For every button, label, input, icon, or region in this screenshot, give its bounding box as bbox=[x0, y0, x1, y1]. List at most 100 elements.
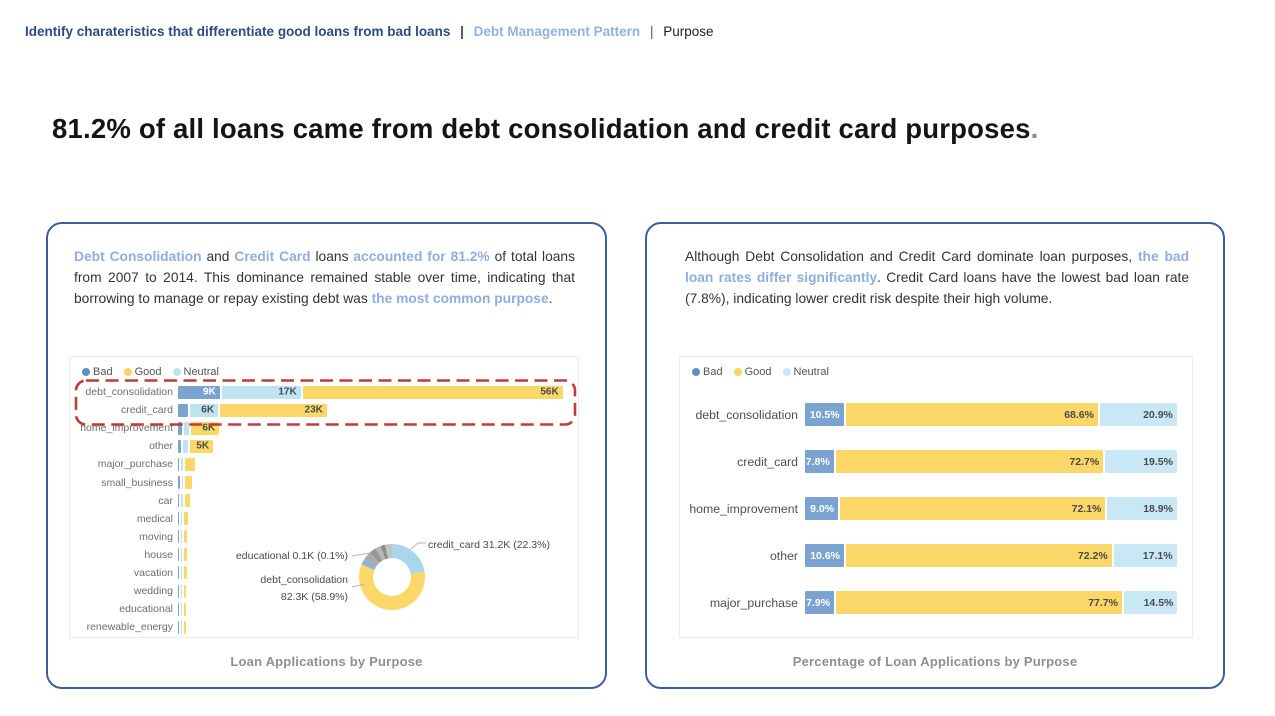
legend-item: Bad bbox=[692, 366, 723, 378]
legend-label: Good bbox=[744, 366, 772, 378]
bar-value-label: 10.5% bbox=[809, 408, 840, 421]
insight-plain-text: . Credit Card loans have the lowest bad … bbox=[685, 269, 1190, 306]
bar-track: 10.6% 72.2% 17.1% bbox=[805, 544, 1192, 567]
insight-card-left: Debt Consolidation and Credit Card loans… bbox=[46, 222, 607, 689]
bar-segment-bad bbox=[178, 403, 189, 417]
bar-segment-good: 72.2% bbox=[846, 544, 1112, 567]
bar-segment-neutral bbox=[183, 421, 190, 435]
legend-label: Bad bbox=[703, 366, 723, 378]
bar-segment-neutral: 17K bbox=[221, 385, 301, 399]
insight-text-right: Although Debt Consolidation and Credit C… bbox=[685, 247, 1189, 309]
legend-label: Neutral bbox=[183, 366, 219, 378]
headline-text: 81.2% of all loans came from debt consol… bbox=[52, 113, 1031, 144]
bar-value-label: 23K bbox=[304, 404, 323, 416]
bar-track: 9.0% 72.1% 18.9% bbox=[805, 497, 1192, 520]
bar-category-label: credit_card bbox=[737, 454, 798, 469]
bar-track: 9K 17K 56K bbox=[178, 385, 578, 399]
bar-value-label: 10.6% bbox=[810, 549, 840, 562]
bar-row: other 10.6% 72.2% 17.1% bbox=[680, 532, 1192, 579]
bar-segment-good: 77.7% bbox=[836, 591, 1122, 614]
bar-value-label: 6K bbox=[201, 404, 215, 416]
bar-segment-good bbox=[184, 530, 188, 544]
bar-segment-good bbox=[184, 512, 189, 526]
chart-title-left: Loan Applications by Purpose bbox=[230, 654, 423, 669]
bar-row: other 5K bbox=[70, 437, 578, 455]
bar-value-label: 68.6% bbox=[1064, 408, 1094, 421]
bar-segment-good: 72.7% bbox=[835, 450, 1104, 473]
bar-segment-bad bbox=[178, 476, 180, 490]
headline-period: . bbox=[1030, 113, 1039, 144]
bar-value-label: 14.5% bbox=[1143, 596, 1174, 609]
bar-track: 5K bbox=[178, 439, 578, 453]
bar-segment-bad: 10.6% bbox=[805, 544, 844, 567]
bar-value-label: 20.9% bbox=[1143, 408, 1173, 421]
bar-row: moving bbox=[70, 528, 578, 546]
bar-track bbox=[178, 494, 578, 508]
bar-value-label: 17.1% bbox=[1142, 549, 1173, 562]
insight-plain-text: . bbox=[548, 290, 553, 306]
legend-item: Neutral bbox=[172, 366, 219, 378]
bar-track bbox=[178, 476, 578, 490]
breadcrumb: Identify charateristics that differentia… bbox=[25, 24, 714, 39]
bar-segment-neutral bbox=[181, 548, 183, 562]
breadcrumb-current-page[interactable]: Purpose bbox=[663, 24, 714, 39]
chart-legend: Bad Good Neutral bbox=[680, 357, 1192, 378]
bar-segment-good bbox=[185, 476, 192, 490]
bar-segment-neutral bbox=[181, 494, 183, 508]
insight-highlight: Debt Consolidation bbox=[74, 249, 202, 264]
bar-row: house bbox=[70, 546, 578, 564]
bar-track bbox=[178, 602, 578, 616]
bar-category-label: credit_card bbox=[121, 404, 173, 417]
bar-segment-bad: 9K bbox=[178, 385, 220, 399]
bar-row: small_business bbox=[70, 473, 578, 491]
bar-segment-bad bbox=[178, 512, 180, 526]
bar-segment-neutral bbox=[181, 476, 184, 490]
bar-segment-good bbox=[184, 584, 187, 598]
bar-row: medical bbox=[70, 510, 578, 528]
bar-row: major_purchase bbox=[70, 455, 578, 473]
bar-rows: debt_consolidation 10.5% 68.6% 20.9% credit_… bbox=[680, 391, 1192, 626]
bar-track bbox=[178, 457, 578, 471]
bar-segment-neutral: 18.9% bbox=[1107, 497, 1177, 520]
bar-category-label: vacation bbox=[133, 566, 173, 579]
bar-value-label: 5K bbox=[196, 440, 210, 452]
bar-track bbox=[178, 566, 578, 580]
insight-highlight: the bad loan rates differ significantly bbox=[685, 249, 1190, 285]
bar-segment-neutral bbox=[183, 439, 188, 453]
breadcrumb-question[interactable]: Identify charateristics that differentia… bbox=[25, 24, 451, 39]
bar-segment-good bbox=[184, 494, 190, 508]
donut-callout-debt-line2: 82.3K (58.9%) bbox=[280, 590, 348, 603]
bar-track bbox=[178, 584, 578, 598]
bar-category-label: moving bbox=[139, 530, 173, 543]
bar-segment-good: 68.6% bbox=[845, 403, 1098, 426]
bar-category-label: other bbox=[149, 440, 173, 453]
bar-category-label: major_purchase bbox=[97, 458, 173, 471]
legend-dot bbox=[782, 368, 791, 376]
insight-highlight: the most common purpose bbox=[371, 290, 549, 306]
breadcrumb-section[interactable]: Debt Management Pattern bbox=[473, 24, 641, 39]
bar-segment-bad: 10.5% bbox=[805, 403, 844, 426]
chart-legend: Bad Good Neutral bbox=[70, 357, 578, 378]
donut-callout-debt-line1: debt_consolidation bbox=[260, 574, 348, 586]
bar-segment-neutral bbox=[181, 566, 183, 580]
bar-segment-bad: 7.8% bbox=[805, 450, 834, 473]
bar-segment-neutral: 19.5% bbox=[1105, 450, 1177, 473]
bar-segment-neutral bbox=[181, 512, 183, 526]
insight-highlight: accounted for 81.2% bbox=[353, 249, 490, 264]
donut-callout-educational: educational 0.1K (0.1%) bbox=[235, 550, 348, 562]
bar-segment-bad bbox=[178, 421, 182, 435]
legend-item: Good bbox=[733, 366, 772, 378]
legend-dot bbox=[172, 368, 181, 376]
bar-segment-good: 5K bbox=[189, 439, 214, 453]
bar-category-label: wedding bbox=[133, 585, 173, 598]
bar-segment-bad bbox=[178, 457, 180, 471]
bar-value-label: 9K bbox=[203, 386, 216, 398]
bar-value-label: 77.7% bbox=[1088, 596, 1118, 609]
bar-value-label: 7.8% bbox=[805, 455, 830, 468]
donut-callout-credit-card: credit_card 31.2K (22.3%) bbox=[428, 539, 550, 551]
bar-track: 6K bbox=[178, 421, 578, 435]
bar-segment-bad: 7.9% bbox=[805, 591, 835, 614]
bar-track bbox=[178, 620, 578, 634]
bar-value-label: 17K bbox=[278, 386, 297, 398]
bar-category-label: house bbox=[144, 548, 173, 561]
